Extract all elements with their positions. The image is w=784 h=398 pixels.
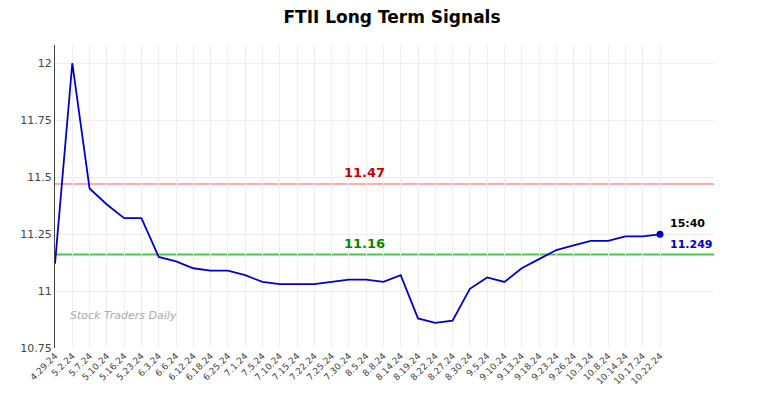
- svg-text:7.5.24: 7.5.24: [240, 351, 268, 379]
- svg-text:8.27.24: 8.27.24: [426, 351, 458, 383]
- svg-text:8.14.24: 8.14.24: [374, 351, 406, 383]
- svg-text:7.1.24: 7.1.24: [222, 351, 250, 379]
- svg-text:7.22.24: 7.22.24: [288, 351, 320, 383]
- svg-text:7.10.24: 7.10.24: [253, 351, 285, 383]
- svg-text:6.3.24: 6.3.24: [136, 351, 164, 379]
- svg-text:10.3.24: 10.3.24: [564, 351, 596, 383]
- svg-text:5.23.24: 5.23.24: [115, 351, 147, 383]
- svg-text:11: 11: [38, 285, 52, 298]
- svg-text:9.23.24: 9.23.24: [530, 351, 562, 383]
- svg-text:10.8.24: 10.8.24: [581, 351, 613, 383]
- svg-text:11.25: 11.25: [20, 228, 52, 241]
- svg-text:6.12.24: 6.12.24: [167, 351, 199, 383]
- svg-text:10.75: 10.75: [20, 342, 52, 355]
- svg-text:11.47: 11.47: [344, 165, 385, 180]
- svg-text:5.16.24: 5.16.24: [97, 351, 129, 383]
- svg-text:12: 12: [38, 57, 52, 70]
- svg-text:11.75: 11.75: [20, 114, 52, 127]
- svg-text:FTII Long Term Signals: FTII Long Term Signals: [283, 7, 500, 27]
- svg-text:9.5.24: 9.5.24: [464, 351, 492, 379]
- svg-text:5.10.24: 5.10.24: [80, 351, 112, 383]
- svg-text:6.6.24: 6.6.24: [153, 351, 181, 379]
- svg-text:15:40: 15:40: [670, 217, 705, 230]
- svg-text:10.14.24: 10.14.24: [595, 351, 631, 387]
- svg-text:11.16: 11.16: [344, 236, 385, 251]
- svg-text:7.15.24: 7.15.24: [270, 351, 302, 383]
- svg-text:6.25.24: 6.25.24: [201, 351, 233, 383]
- svg-text:7.30.24: 7.30.24: [322, 351, 354, 383]
- svg-text:7.25.24: 7.25.24: [305, 351, 337, 383]
- svg-text:8.19.24: 8.19.24: [391, 351, 423, 383]
- svg-text:8.5.24: 8.5.24: [343, 351, 371, 379]
- svg-text:Stock Traders Daily: Stock Traders Daily: [70, 309, 177, 322]
- svg-text:8.22.24: 8.22.24: [409, 351, 441, 383]
- svg-text:9.10.24: 9.10.24: [478, 351, 510, 383]
- svg-text:10.22.24: 10.22.24: [629, 351, 665, 387]
- svg-text:9.26.24: 9.26.24: [547, 351, 579, 383]
- svg-text:4.29.24: 4.29.24: [28, 351, 60, 383]
- svg-text:11.5: 11.5: [27, 171, 52, 184]
- svg-text:5.2.24: 5.2.24: [50, 351, 78, 379]
- svg-text:11.249: 11.249: [670, 238, 712, 251]
- svg-text:10.17.24: 10.17.24: [612, 351, 648, 387]
- svg-text:9.13.24: 9.13.24: [495, 351, 527, 383]
- svg-text:8.30.24: 8.30.24: [443, 351, 475, 383]
- svg-text:9.18.24: 9.18.24: [512, 351, 544, 383]
- svg-text:6.18.24: 6.18.24: [184, 351, 216, 383]
- svg-text:5.7.24: 5.7.24: [67, 351, 95, 379]
- svg-text:8.8.24: 8.8.24: [361, 351, 389, 379]
